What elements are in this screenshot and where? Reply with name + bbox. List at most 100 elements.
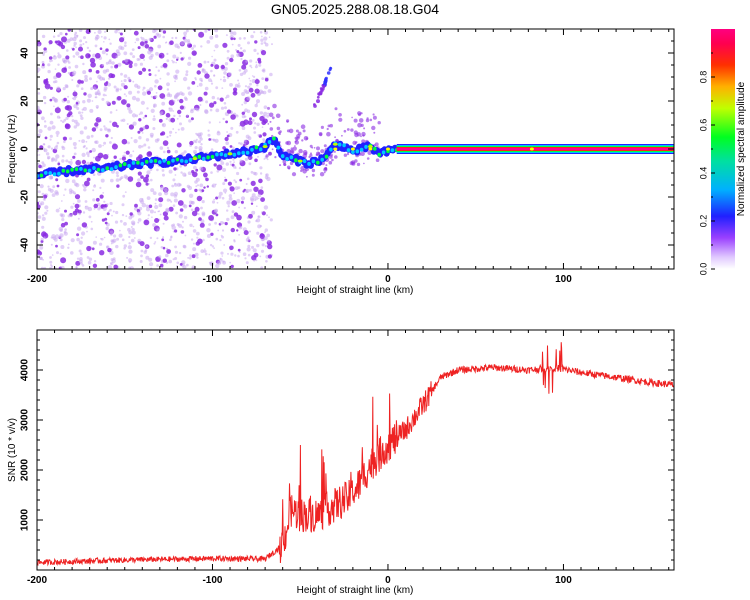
signal-core-point bbox=[237, 151, 241, 156]
signal-core-point bbox=[188, 157, 193, 162]
noise-speckle bbox=[271, 116, 275, 120]
noise-speckle bbox=[160, 132, 164, 136]
noise-speckle bbox=[43, 120, 47, 123]
signal-core-point bbox=[162, 158, 166, 163]
noise-speckle bbox=[243, 139, 247, 143]
noise-speckle bbox=[257, 215, 260, 218]
noise-speckle bbox=[267, 243, 273, 250]
noise-speckle bbox=[63, 194, 65, 197]
signal-core-point bbox=[337, 142, 342, 147]
noise-speckle bbox=[49, 175, 54, 180]
noise-speckle bbox=[166, 198, 170, 202]
noise-speckle bbox=[132, 121, 137, 126]
noise-speckle bbox=[338, 117, 343, 122]
noise-speckle bbox=[227, 205, 230, 208]
noise-speckle bbox=[367, 150, 372, 155]
noise-speckle bbox=[131, 227, 135, 232]
noise-speckle bbox=[92, 198, 96, 202]
noise-speckle bbox=[225, 141, 229, 145]
spec-x-tick-label: 0 bbox=[385, 274, 391, 285]
noise-speckle bbox=[197, 213, 200, 215]
noise-speckle bbox=[188, 200, 193, 205]
spec-y-tick-label: 0 bbox=[20, 146, 31, 152]
noise-speckle bbox=[84, 74, 88, 79]
noise-speckle bbox=[74, 208, 79, 213]
noise-speckle bbox=[251, 79, 256, 84]
noise-speckle bbox=[61, 154, 65, 158]
noise-speckle bbox=[267, 239, 270, 243]
noise-speckle bbox=[238, 234, 241, 236]
noise-speckle bbox=[222, 117, 225, 121]
noise-speckle bbox=[59, 233, 64, 238]
signal-core-point bbox=[294, 158, 298, 163]
noise-speckle bbox=[196, 108, 200, 112]
noise-speckle bbox=[125, 215, 128, 218]
noise-speckle bbox=[94, 122, 99, 127]
noise-speckle bbox=[207, 133, 211, 137]
noise-speckle bbox=[42, 143, 46, 146]
noise-speckle bbox=[333, 150, 336, 153]
noise-speckle bbox=[245, 261, 249, 265]
noise-speckle bbox=[90, 87, 94, 91]
noise-speckle bbox=[144, 124, 150, 130]
noise-speckle bbox=[126, 256, 129, 259]
noise-speckle bbox=[89, 57, 96, 64]
signal-core-point bbox=[96, 167, 101, 172]
noise-speckle bbox=[294, 145, 296, 147]
noise-speckle bbox=[230, 227, 235, 233]
noise-speckle bbox=[144, 40, 148, 44]
noise-speckle bbox=[243, 68, 248, 73]
noise-speckle bbox=[223, 188, 228, 193]
noise-speckle bbox=[193, 165, 197, 170]
signal-core-point bbox=[158, 160, 162, 165]
noise-speckle bbox=[69, 37, 74, 41]
noise-speckle bbox=[137, 46, 141, 50]
noise-speckle bbox=[213, 101, 217, 105]
noise-speckle bbox=[49, 138, 52, 141]
noise-speckle bbox=[55, 244, 58, 248]
noise-speckle bbox=[173, 198, 178, 203]
noise-speckle bbox=[247, 41, 250, 45]
noise-speckle bbox=[274, 156, 277, 159]
noise-speckle bbox=[323, 167, 328, 172]
noise-speckle bbox=[103, 200, 106, 203]
noise-speckle bbox=[149, 168, 153, 171]
noise-speckle bbox=[140, 175, 144, 179]
noise-speckle bbox=[48, 43, 51, 46]
signal-core-point bbox=[311, 159, 316, 164]
noise-speckle bbox=[232, 146, 235, 150]
noise-speckle bbox=[101, 218, 105, 222]
noise-speckle bbox=[159, 93, 166, 99]
noise-speckle bbox=[214, 29, 219, 33]
noise-speckle bbox=[150, 178, 153, 182]
noise-speckle bbox=[154, 211, 156, 214]
noise-speckle bbox=[62, 87, 66, 91]
snr-series-line bbox=[37, 342, 674, 567]
noise-speckle bbox=[142, 126, 145, 129]
noise-speckle bbox=[109, 111, 113, 114]
noise-speckle bbox=[175, 211, 179, 215]
noise-speckle bbox=[189, 256, 192, 260]
signal-peak-point bbox=[332, 142, 338, 146]
noise-speckle bbox=[93, 184, 96, 186]
noise-speckle bbox=[204, 252, 208, 256]
noise-speckle bbox=[303, 136, 309, 141]
noise-speckle bbox=[89, 150, 92, 153]
noise-speckle bbox=[220, 106, 225, 110]
noise-speckle bbox=[128, 266, 132, 269]
noise-speckle bbox=[204, 73, 210, 79]
noise-speckle bbox=[264, 85, 268, 90]
noise-speckle bbox=[105, 134, 109, 138]
noise-speckle bbox=[162, 123, 165, 126]
noise-speckle bbox=[241, 103, 244, 106]
noise-speckle bbox=[37, 92, 41, 95]
noise-speckle bbox=[47, 63, 51, 67]
noise-speckle bbox=[191, 47, 195, 50]
noise-speckle bbox=[161, 169, 165, 172]
signal-core-point bbox=[342, 143, 346, 148]
noise-speckle bbox=[224, 106, 227, 110]
noise-speckle bbox=[187, 91, 193, 96]
noise-speckle bbox=[154, 218, 160, 223]
noise-speckle bbox=[128, 260, 131, 263]
noise-speckle bbox=[99, 194, 104, 199]
